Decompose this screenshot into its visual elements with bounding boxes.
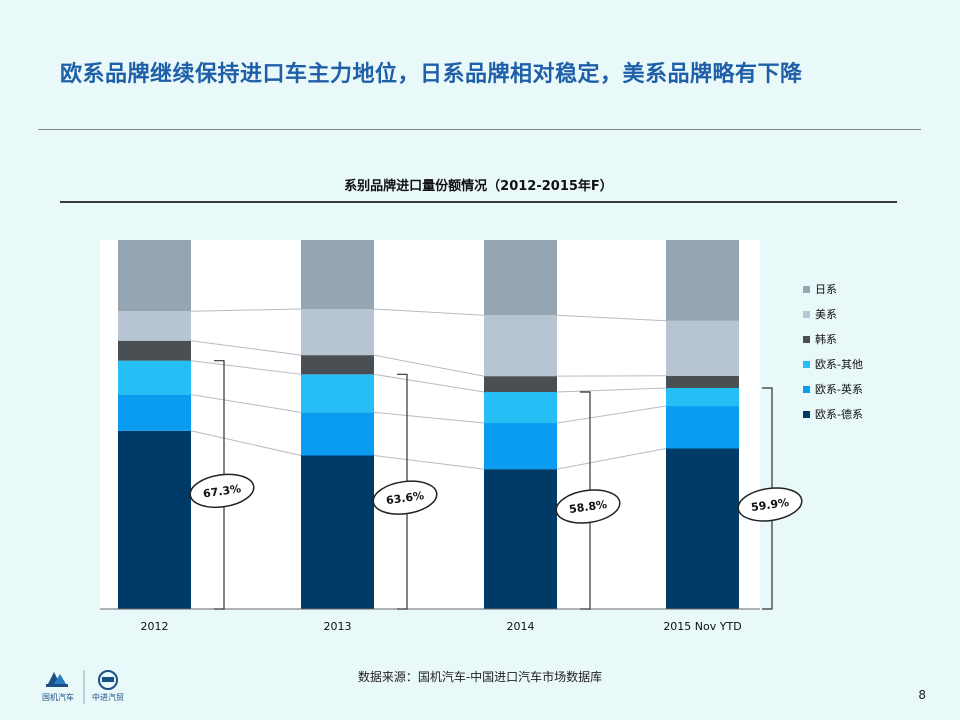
legend-label: 欧系-英系 <box>815 382 863 396</box>
bar-segment <box>666 448 739 609</box>
footer-logos: 国机汽车 中进汽贸 <box>42 670 124 704</box>
legend-swatch <box>803 411 810 418</box>
connector-line <box>190 394 302 413</box>
bar-segment <box>301 412 374 456</box>
connector-line <box>373 454 485 470</box>
connector-line <box>373 354 485 377</box>
connector-line <box>373 411 485 424</box>
bar-segment <box>301 309 374 356</box>
annotation-label: 63.6% <box>385 489 425 507</box>
legend-swatch <box>803 311 810 318</box>
page-number: 8 <box>918 688 926 702</box>
legend-swatch <box>803 286 810 293</box>
bar-segment <box>301 374 374 413</box>
bar-segment <box>301 240 374 310</box>
legend-label: 欧系-德系 <box>815 407 863 421</box>
logo-left-text: 国机汽车 <box>42 692 74 702</box>
bar-segment <box>666 320 739 376</box>
bar-segment <box>118 430 191 609</box>
chart-title: 系别品牌进口量份额情况（2012-2015年F） <box>344 179 613 194</box>
bar-segment <box>301 455 374 609</box>
annotation-oval <box>737 487 803 522</box>
annotation-label: 58.8% <box>568 498 608 516</box>
connector-line <box>556 405 667 424</box>
connector-line <box>556 387 667 393</box>
bar-segment <box>484 240 557 316</box>
connector-line <box>190 308 302 312</box>
bar-segment <box>301 355 374 375</box>
annotation-oval <box>189 473 255 509</box>
bar-segment <box>118 340 191 361</box>
connector-line <box>373 373 485 393</box>
bar-segment <box>484 315 557 377</box>
plot-area <box>100 240 760 609</box>
bar-segment <box>118 240 191 312</box>
title-divider <box>38 129 921 130</box>
sinomach-logo-icon <box>46 672 68 687</box>
bar-segment <box>666 240 739 321</box>
bar-segment <box>118 394 191 431</box>
bar-segment <box>484 423 557 470</box>
chart-title-divider <box>60 201 897 203</box>
annotation-oval <box>372 480 438 515</box>
bar-segment <box>484 469 557 609</box>
x-tick-label: 2012 <box>141 620 169 633</box>
legend-label: 美系 <box>815 308 837 321</box>
bar-segment <box>484 392 557 424</box>
connector-line <box>556 314 667 322</box>
connector-line <box>190 430 302 456</box>
annotation-oval <box>555 489 621 524</box>
bar-segment <box>118 360 191 395</box>
legend-swatch <box>803 361 810 368</box>
bar-segment <box>666 375 739 388</box>
connector-line <box>190 360 302 375</box>
x-tick-label: 2014 <box>507 620 535 633</box>
bar-segment <box>666 387 739 407</box>
legend-label: 韩系 <box>815 332 837 346</box>
logo-right-text: 中进汽贸 <box>92 692 124 702</box>
annotation-label: 67.3% <box>202 482 242 500</box>
bar-segment <box>118 311 191 341</box>
x-tick-label: 2015 Nov YTD <box>663 620 741 633</box>
bar-segment <box>484 376 557 393</box>
connector-line <box>373 308 485 316</box>
legend-label: 欧系-其他 <box>815 358 863 371</box>
cniec-logo-icon <box>98 670 118 690</box>
legend-swatch <box>803 336 810 343</box>
bar-segment <box>666 406 739 449</box>
annotation-label: 59.9% <box>750 496 790 514</box>
legend-swatch <box>803 386 810 393</box>
connector-line <box>556 447 667 470</box>
data-source-note: 数据来源：国机汽车-中国进口汽车市场数据库 <box>357 670 603 684</box>
legend-label: 日系 <box>815 283 837 296</box>
x-tick-label: 2013 <box>324 620 352 633</box>
connector-line <box>190 340 302 356</box>
slide-title: 欧系品牌继续保持进口车主力地位，日系品牌相对稳定，美系品牌略有下降 <box>60 62 803 87</box>
